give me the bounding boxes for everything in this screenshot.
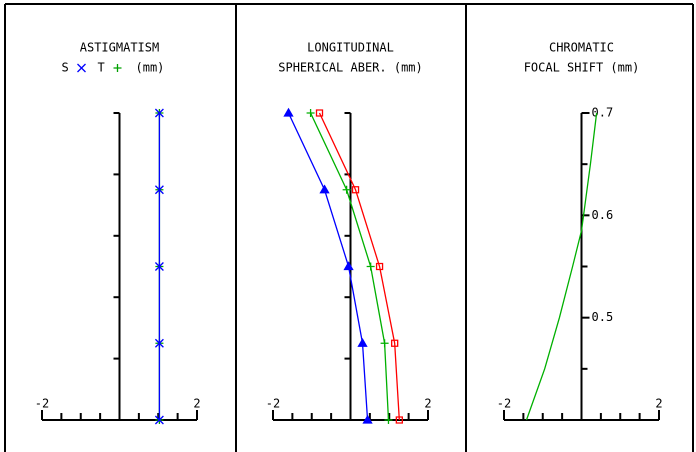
x-tick-label: -2 bbox=[35, 397, 49, 411]
marker bbox=[343, 261, 354, 271]
marker bbox=[366, 262, 375, 271]
marker bbox=[306, 109, 315, 117]
marker bbox=[154, 108, 164, 118]
panel-title: CHROMATIC bbox=[549, 41, 614, 55]
panel-title: ASTIGMATISM bbox=[80, 41, 159, 55]
marker bbox=[319, 184, 330, 194]
marker bbox=[384, 416, 393, 424]
curve bbox=[318, 112, 400, 421]
marker bbox=[351, 186, 360, 194]
legend-unit: (mm) bbox=[136, 61, 165, 75]
marker bbox=[395, 416, 403, 424]
legend-marker bbox=[113, 64, 122, 72]
x-tick-label: -2 bbox=[266, 397, 280, 411]
x-tick-label: 2 bbox=[424, 397, 431, 411]
panel-title: SPHERICAL ABER. (mm) bbox=[278, 61, 423, 75]
panel-title: FOCAL SHIFT (mm) bbox=[524, 61, 640, 75]
marker bbox=[283, 107, 294, 117]
legend-label: S bbox=[62, 61, 69, 75]
marker bbox=[380, 339, 389, 348]
legend-marker bbox=[77, 63, 86, 73]
marker bbox=[362, 414, 373, 424]
legend-label: T bbox=[98, 61, 105, 75]
marker bbox=[154, 185, 164, 195]
panel-title: LONGITUDINAL bbox=[307, 41, 394, 55]
curve bbox=[525, 112, 598, 421]
x-tick-label: -2 bbox=[497, 397, 511, 411]
marker bbox=[357, 337, 368, 347]
y-tick-label: 0.5 bbox=[592, 310, 614, 324]
marker bbox=[375, 262, 384, 271]
marker bbox=[154, 262, 164, 271]
marker bbox=[154, 338, 164, 348]
marker bbox=[342, 185, 351, 194]
marker bbox=[315, 109, 324, 117]
x-tick-label: 2 bbox=[193, 397, 200, 411]
x-tick-label: 2 bbox=[655, 397, 662, 411]
marker bbox=[154, 415, 164, 425]
y-tick-label: 0.6 bbox=[592, 208, 614, 222]
y-tick-label: 0.7 bbox=[592, 106, 614, 120]
marker bbox=[391, 339, 399, 347]
